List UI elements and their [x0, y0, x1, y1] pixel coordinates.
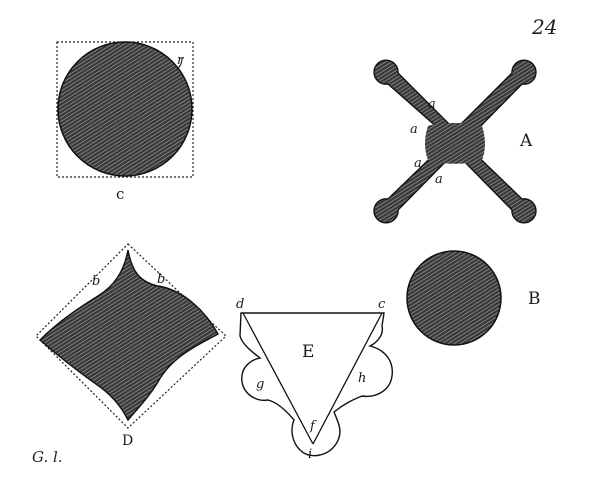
signature: G. l.	[32, 448, 63, 466]
figure-E-mark-g: g	[256, 377, 264, 392]
figure-E-mark-f: f	[309, 419, 317, 434]
figure-c-label: c	[116, 185, 124, 203]
figure-E-mark-i: i	[308, 447, 312, 462]
figure-B: B	[406, 250, 541, 346]
line-d-f	[242, 312, 314, 445]
figure-A: a a a a A	[373, 59, 537, 224]
figure-A-mark-3: a	[414, 156, 422, 171]
figure-A-mark-4: a	[435, 172, 443, 187]
figure-E-mark-d: d	[236, 297, 244, 312]
figure-E-mark-h: h	[358, 371, 366, 386]
hatched-circle-B	[406, 250, 502, 346]
figure-A-mark-1: a	[428, 97, 436, 112]
plate-number: 24	[531, 15, 557, 39]
corner-tick	[175, 57, 183, 71]
cross-hub	[425, 123, 485, 164]
figure-E: d c g h f i E	[236, 297, 393, 462]
figure-D-label: D	[122, 433, 133, 449]
figure-B-label: B	[528, 289, 541, 309]
figure-A-label: A	[519, 131, 533, 151]
figure-c-corner-mark: r	[177, 53, 184, 68]
figure-D: b b D	[35, 243, 227, 449]
concave-diamond	[38, 249, 219, 422]
figure-D-mark-right: b	[157, 272, 165, 287]
hatched-circle	[57, 41, 193, 177]
figure-E-mark-c: c	[378, 297, 386, 312]
figure-E-label: E	[302, 342, 314, 362]
line-c-f	[312, 312, 383, 445]
triangle-moulding	[239, 312, 393, 457]
figure-c: r c	[56, 41, 194, 203]
figure-D-mark-left: b	[92, 274, 100, 289]
figure-A-mark-2: a	[410, 122, 418, 137]
